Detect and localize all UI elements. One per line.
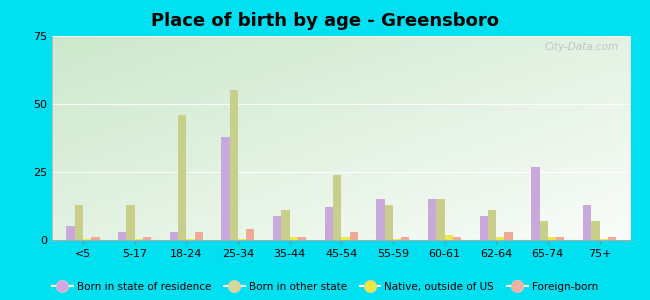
Bar bbox=[126, 205, 135, 240]
Bar bbox=[488, 210, 496, 240]
Legend: Born in state of residence, Born in other state, Native, outside of US, Foreign-: Born in state of residence, Born in othe… bbox=[49, 278, 601, 295]
Bar bbox=[428, 199, 436, 240]
Bar bbox=[496, 237, 504, 240]
Bar bbox=[531, 167, 540, 240]
Bar bbox=[599, 238, 608, 240]
Bar bbox=[592, 221, 599, 240]
Bar bbox=[238, 238, 246, 240]
Bar bbox=[187, 238, 194, 240]
Bar bbox=[194, 232, 203, 240]
Bar bbox=[608, 237, 616, 240]
Text: City-Data.com: City-Data.com bbox=[545, 42, 619, 52]
Bar bbox=[436, 199, 445, 240]
Bar bbox=[504, 232, 513, 240]
Bar bbox=[118, 232, 126, 240]
Bar bbox=[393, 238, 401, 240]
Bar bbox=[273, 215, 281, 240]
Bar bbox=[548, 237, 556, 240]
Bar bbox=[83, 238, 91, 240]
Bar bbox=[66, 226, 75, 240]
Bar bbox=[453, 237, 461, 240]
Bar bbox=[246, 229, 255, 240]
Bar bbox=[143, 237, 151, 240]
Bar bbox=[135, 238, 143, 240]
Bar bbox=[341, 237, 350, 240]
Bar bbox=[91, 237, 99, 240]
Bar bbox=[178, 115, 187, 240]
Bar bbox=[281, 210, 290, 240]
Text: Place of birth by age - Greensboro: Place of birth by age - Greensboro bbox=[151, 12, 499, 30]
Bar bbox=[290, 237, 298, 240]
Bar bbox=[333, 175, 341, 240]
Bar bbox=[376, 199, 385, 240]
Bar bbox=[350, 232, 358, 240]
Bar bbox=[583, 205, 592, 240]
Bar bbox=[401, 237, 410, 240]
Bar bbox=[170, 232, 178, 240]
Bar bbox=[222, 136, 229, 240]
Bar bbox=[75, 205, 83, 240]
Bar bbox=[556, 237, 564, 240]
Bar bbox=[480, 215, 488, 240]
Bar bbox=[325, 207, 333, 240]
Bar bbox=[540, 221, 548, 240]
Bar bbox=[445, 235, 453, 240]
Bar bbox=[298, 237, 306, 240]
Bar bbox=[229, 90, 238, 240]
Bar bbox=[385, 205, 393, 240]
